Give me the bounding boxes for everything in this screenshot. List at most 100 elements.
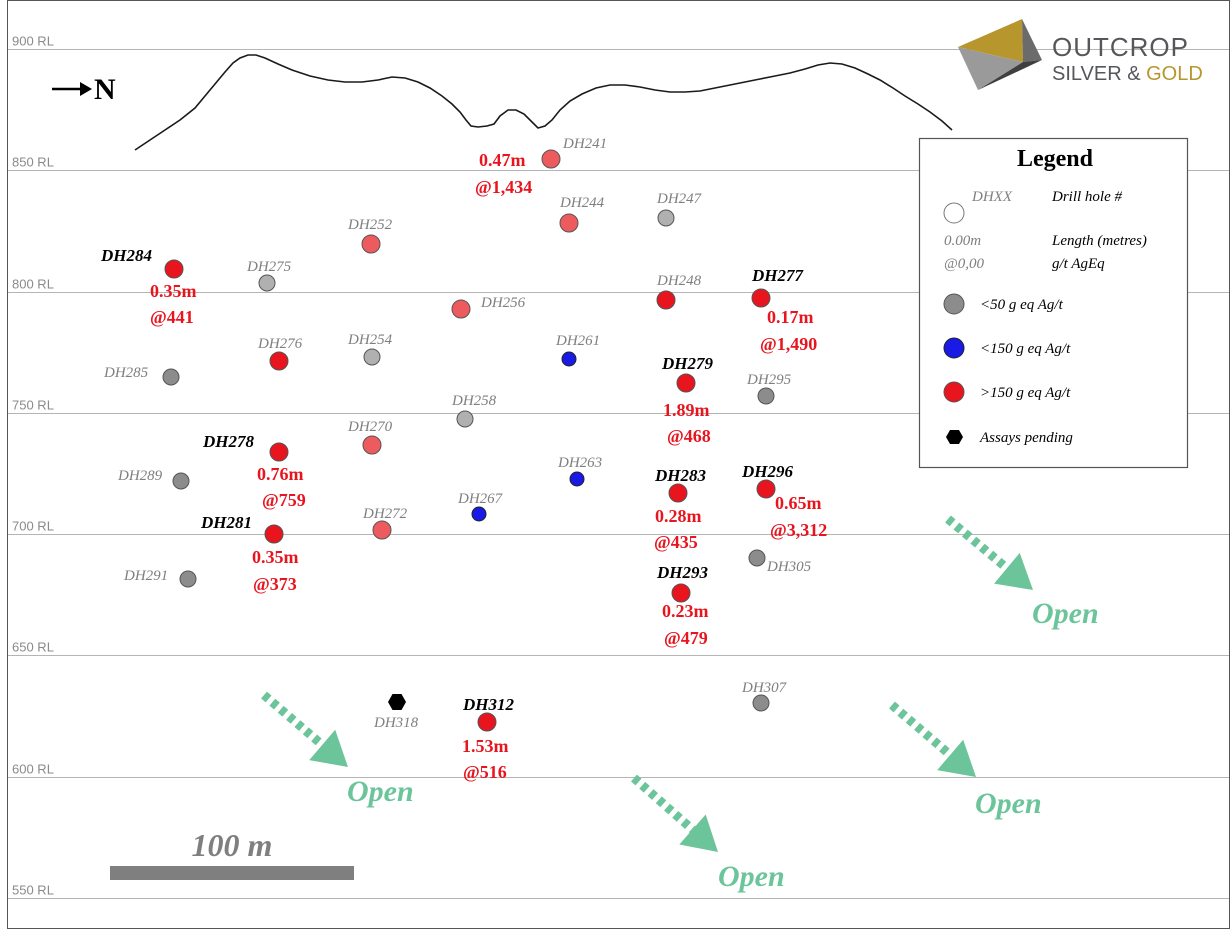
drill-hole-dh263: DH263 [557, 455, 602, 487]
drill-hole-marker [361, 234, 381, 254]
drill-hole-dh276: DH276 [257, 336, 303, 371]
drill-hole-dh289: DH289 [117, 468, 190, 490]
drill-hole-marker [269, 351, 289, 371]
open-arrow-shaft [631, 774, 696, 833]
drill-hole-id-label: DH261 [555, 333, 600, 349]
open-arrow-shaft [889, 701, 954, 759]
logo-facet-grey [958, 47, 1023, 90]
open-arrow: Open [889, 701, 1042, 820]
drill-hole-intercept-length: 0.65m [775, 493, 822, 513]
north-arrow: N [52, 73, 116, 106]
drill-hole-grade: @1,490 [760, 334, 817, 354]
scale-bar-label: 100 m [192, 827, 273, 863]
legend-symbol-high [943, 381, 965, 403]
drill-hole-marker [656, 290, 676, 310]
drill-hole-id-label: DH291 [123, 568, 168, 584]
rl-label: 550 RL [12, 883, 54, 898]
drill-hole-id-label: DH247 [656, 191, 703, 207]
legend-symbol-drill-hole [943, 202, 965, 224]
drill-hole-id-label: DH254 [347, 332, 393, 348]
legend-class-high: >150 g eq Ag/t [980, 385, 1071, 401]
drill-hole-id-label: DH289 [117, 468, 163, 484]
drill-hole-dh252: DH252 [347, 217, 393, 254]
drill-hole-id-label: DH252 [347, 217, 393, 233]
north-arrow-head-icon [80, 82, 92, 96]
open-arrow: Open [945, 515, 1099, 630]
open-label: Open [1032, 597, 1099, 630]
drill-hole-dh312: DH312 1.53m @516 [462, 695, 515, 782]
drill-hole-id-label: DH307 [741, 680, 788, 696]
open-arrow: Open [631, 774, 785, 893]
legend-class-low: <50 g eq Ag/t [980, 297, 1064, 313]
open-arrow-shaft [261, 691, 326, 749]
drill-hole-marker [258, 274, 276, 292]
drill-hole-marker [264, 524, 284, 544]
drill-hole-intercept-length: 0.76m [257, 464, 304, 484]
drill-hole-dh258: DH258 [451, 393, 497, 428]
open-arrow: Open [261, 691, 414, 808]
rl-label: 750 RL [12, 398, 54, 413]
drill-hole-dh261: DH261 [555, 333, 600, 367]
rl-label: 900 RL [12, 34, 54, 49]
drill-hole-grade: @441 [150, 307, 194, 327]
drill-hole-marker [363, 348, 381, 366]
drill-hole-grade: @516 [463, 762, 507, 782]
drill-hole-intercept-length: 0.35m [252, 547, 299, 567]
rl-label: 600 RL [12, 762, 54, 777]
drill-hole-dh318: DH318 [373, 694, 419, 731]
drill-hole-id-label: DH272 [362, 506, 408, 522]
drill-hole-id-label: DH278 [202, 432, 255, 451]
drill-hole-id-label: DH295 [746, 372, 792, 388]
open-arrow-head-icon [309, 729, 348, 767]
drill-hole-id-label: DH281 [200, 513, 252, 532]
legend-drill-hole-code: DHXX [971, 189, 1013, 205]
drill-hole-marker [471, 506, 487, 522]
drill-hole-dh296: DH296 0.65m @3,312 [741, 462, 827, 540]
drill-hole-marker [569, 471, 585, 487]
drill-hole-marker [751, 288, 771, 308]
logo-facet-shadow [978, 60, 1042, 90]
drill-hole-dh307: DH307 [741, 680, 788, 712]
drill-hole-grade: @1,434 [475, 177, 532, 197]
drill-hole-dh248: DH248 [656, 273, 702, 310]
drill-hole-marker [372, 520, 392, 540]
open-arrow-head-icon [679, 814, 718, 852]
logo-facet-gold [958, 19, 1023, 62]
open-arrow-shaft [945, 515, 1010, 572]
drill-hole-intercept-length: 1.89m [663, 400, 710, 420]
drill-hole-marker [179, 570, 197, 588]
drill-hole-marker [164, 259, 184, 279]
legend-length-code: 0.00m [944, 233, 981, 249]
open-arrow-head-icon [994, 552, 1033, 590]
legend-grade-desc: g/t AgEq [1052, 256, 1105, 272]
drill-hole-intercept-length: 0.28m [655, 506, 702, 526]
drill-hole-marker [668, 483, 688, 503]
legend-symbol-low [943, 293, 965, 315]
topography-profile [134, 54, 953, 151]
drill-hole-marker [362, 435, 382, 455]
drill-hole-dh272: DH272 [362, 506, 408, 540]
drill-hole-id-label: DH277 [751, 266, 805, 285]
company-logo: OUTCROP SILVER & GOLD [958, 19, 1203, 90]
drill-hole-marker-pending-hexagon-icon [388, 694, 406, 710]
drill-hole-id-label: DH312 [462, 695, 515, 714]
drill-hole-dh291: DH291 [123, 568, 197, 588]
drill-hole-dh256: DH256 [451, 295, 526, 319]
drill-hole-marker [172, 472, 190, 490]
drill-hole-grade: @435 [654, 532, 698, 552]
drill-hole-grade: @759 [262, 490, 306, 510]
rl-label: 700 RL [12, 519, 54, 534]
rl-label: 850 RL [12, 155, 54, 170]
drill-hole-id-label: DH248 [656, 273, 702, 289]
legend-grade-code: @0,00 [944, 256, 985, 272]
drill-hole-marker [541, 149, 561, 169]
drill-hole-id-label: DH270 [347, 419, 393, 435]
drill-hole-intercept-length: 0.47m [479, 150, 526, 170]
drill-hole-dh283: DH283 0.28m @435 [654, 466, 707, 552]
legend-title: Legend [1017, 146, 1094, 172]
drill-hole-id-label: DH258 [451, 393, 497, 409]
legend-symbol-mid [943, 337, 965, 359]
logo-line2: SILVER & GOLD [1052, 63, 1203, 85]
drill-hole-id-label: DH241 [562, 136, 607, 152]
scale-bar-rect [110, 866, 354, 880]
